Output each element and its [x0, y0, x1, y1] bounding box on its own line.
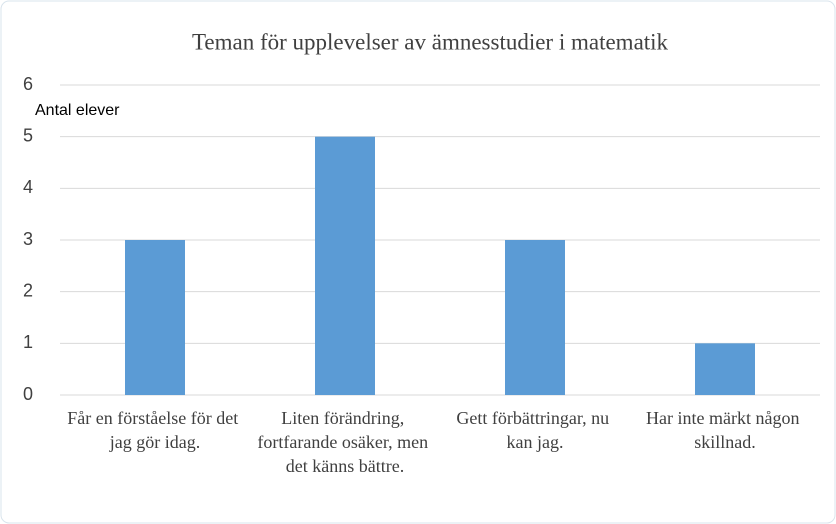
y-tick-label: 1 — [23, 332, 33, 352]
x-tick-label-line: Har inte märkt någon — [646, 408, 804, 428]
x-tick-label: Har inte märkt någon skillnad. — [646, 408, 804, 452]
x-tick-label-line: kan jag. — [507, 432, 564, 452]
bar — [695, 343, 755, 395]
x-tick-label-line: skillnad. — [694, 432, 756, 452]
bar — [315, 136, 375, 395]
x-tick-label-line: Liten förändring, — [281, 408, 408, 428]
x-tick-label: Gett förbättringar, nu kan jag. — [456, 408, 613, 452]
bar — [505, 240, 565, 395]
y-tick-label: 5 — [23, 125, 33, 145]
chart-title: Teman för upplevelser av ämnesstudier i … — [192, 29, 669, 54]
y-tick-label: 2 — [23, 280, 33, 300]
x-tick-label-line: Gett förbättringar, nu — [456, 408, 613, 428]
x-tick-label-line: fortfarande osäker, men — [257, 432, 432, 452]
y-axis-label: Antal elever — [35, 102, 120, 119]
x-tick-label: Liten förändring, fortfarande osäker, me… — [257, 408, 432, 476]
x-tick-label-line: jag gör idag. — [109, 432, 200, 452]
y-tick-label: 3 — [23, 229, 33, 249]
x-tick-label-line: Får en förståelse för det — [67, 408, 242, 428]
y-tick-label: 6 — [23, 74, 33, 94]
y-tick-label: 4 — [23, 177, 33, 197]
x-tick-label-line: det känns bättre. — [286, 456, 404, 476]
x-tick-label: Får en förståelse för det jag gör idag. — [67, 408, 242, 452]
y-tick-label: 0 — [23, 384, 33, 404]
bar — [125, 240, 185, 395]
